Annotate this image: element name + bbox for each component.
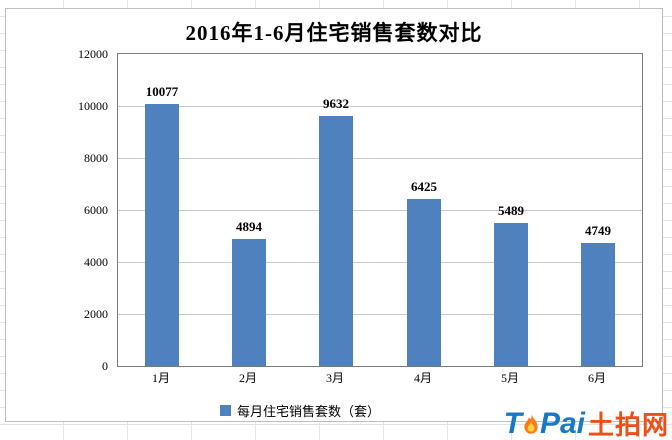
gridline — [118, 262, 642, 263]
gridline — [118, 314, 642, 315]
bar — [319, 116, 353, 366]
y-axis-label: 4000 — [84, 255, 108, 269]
y-axis-label: 6000 — [84, 203, 108, 217]
bar — [494, 223, 528, 366]
bar — [232, 239, 266, 366]
x-axis-label: 4月 — [413, 371, 432, 385]
chart: 2016年1-6月住宅销售套数对比 0 2000 4000 6000 8000 10000… — [5, 8, 663, 422]
chart-title: 2016年1-6月住宅销售套数对比 — [185, 21, 483, 45]
gridline — [118, 158, 642, 159]
bar-value-label: 4894 — [236, 219, 262, 234]
bar — [145, 104, 179, 366]
legend-label: 每月住宅销售套数（套） — [236, 404, 380, 419]
y-axis-label: 2000 — [84, 307, 108, 321]
y-axis-label: 0 — [102, 359, 108, 373]
x-axis-label: 1月 — [151, 371, 170, 385]
y-axis-label: 8000 — [84, 151, 108, 165]
y-axis: 0 2000 4000 6000 8000 10000 12000 — [54, 47, 112, 373]
gridline — [118, 106, 642, 107]
legend: 每月住宅销售套数（套） — [0, 401, 628, 420]
bar-value-label: 6425 — [411, 179, 437, 194]
watermark-logo: T Pai 土拍网 — [504, 409, 669, 439]
y-axis-label: 10000 — [78, 99, 108, 113]
watermark-letters-pai: Pai — [539, 407, 585, 440]
bar-value-label: 10077 — [145, 84, 179, 99]
y-axis-label: 12000 — [78, 47, 108, 61]
x-axis: 1月 2月 3月 4月 5月 6月 — [117, 369, 641, 387]
watermark-letter-t: T — [503, 407, 522, 440]
bar-value-label: 4749 — [585, 223, 611, 238]
bar — [581, 243, 615, 366]
torch-flame-icon — [524, 414, 538, 434]
plot-area: 10077 4894 9632 6425 5489 4749 — [117, 53, 643, 367]
bar-value-label: 9632 — [323, 96, 349, 111]
watermark-chinese-name: 土拍网 — [587, 411, 669, 440]
bar — [407, 199, 441, 366]
bar-value-label: 5489 — [498, 203, 524, 218]
x-axis-label: 6月 — [587, 371, 606, 385]
x-axis-label: 5月 — [500, 371, 519, 385]
x-axis-label: 3月 — [325, 371, 344, 385]
x-axis-label: 2月 — [238, 371, 257, 385]
gridline — [118, 210, 642, 211]
legend-swatch-icon — [219, 405, 231, 416]
